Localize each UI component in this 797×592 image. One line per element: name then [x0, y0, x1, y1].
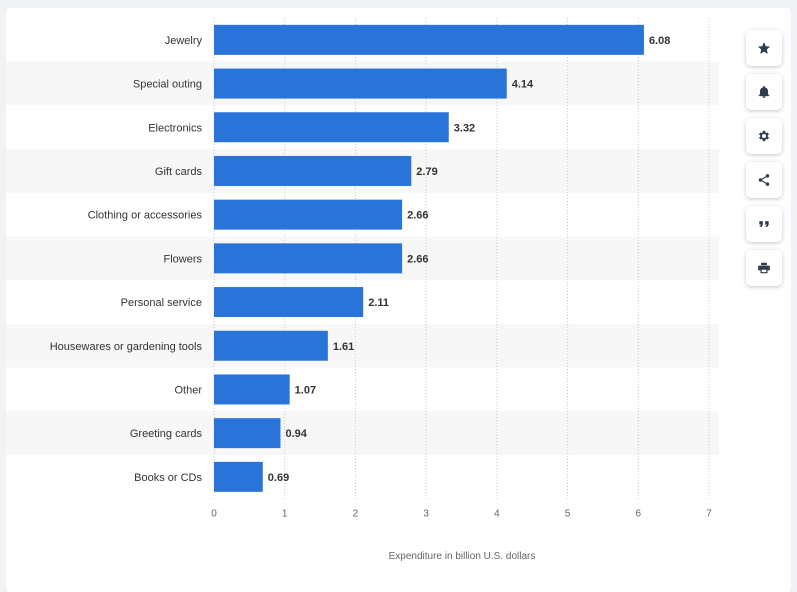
- value-label: 2.66: [407, 253, 428, 265]
- category-label: Personal service: [121, 297, 202, 309]
- value-label: 1.61: [333, 341, 354, 353]
- share-icon: [758, 174, 770, 186]
- value-label: 1.07: [295, 384, 316, 396]
- x-tick-label: 7: [706, 509, 712, 520]
- cite-button[interactable]: [746, 206, 782, 242]
- bar[interactable]: [214, 24, 644, 55]
- bar[interactable]: [214, 68, 507, 99]
- x-tick-label: 5: [565, 509, 571, 520]
- category-label: Electronics: [148, 122, 202, 134]
- category-label: Clothing or accessories: [88, 210, 203, 222]
- bar[interactable]: [214, 243, 403, 274]
- x-tick-label: 4: [494, 509, 500, 520]
- value-label: 2.11: [368, 297, 389, 309]
- favorite-button[interactable]: [746, 30, 782, 66]
- share-button[interactable]: [746, 162, 782, 198]
- bar[interactable]: [214, 461, 263, 492]
- row-band: [6, 323, 719, 368]
- bar[interactable]: [214, 374, 290, 405]
- print-button[interactable]: [746, 250, 782, 286]
- bar[interactable]: [214, 287, 364, 318]
- x-tick-label: 1: [282, 509, 288, 520]
- x-tick-label: 2: [353, 509, 359, 520]
- x-tick-label: 6: [636, 509, 642, 520]
- quote-icon: [759, 221, 769, 227]
- category-label: Special outing: [133, 79, 202, 91]
- category-label: Jewelry: [165, 35, 203, 47]
- bar-chart: Jewelry Special outing Electronics Gift car…: [6, 18, 719, 562]
- chart-toolbar: [746, 30, 782, 286]
- x-tick-label: 3: [423, 509, 429, 520]
- x-axis-label: Expenditure in billion U.S. dollars: [389, 551, 536, 562]
- gear-icon: [758, 130, 770, 142]
- category-labels: Jewelry Special outing Electronics Gift car…: [50, 35, 203, 484]
- x-tick-labels: 0 1 2 3 4 5 6 7: [211, 509, 712, 520]
- settings-button[interactable]: [746, 118, 782, 154]
- value-label: 6.08: [649, 35, 670, 47]
- category-label: Flowers: [163, 253, 202, 265]
- print-icon: [758, 262, 770, 274]
- value-label: 2.66: [407, 210, 428, 222]
- category-label: Other: [174, 384, 202, 396]
- value-label: 0.94: [285, 428, 307, 440]
- value-label: 3.32: [454, 122, 475, 134]
- category-label: Greeting cards: [130, 428, 203, 440]
- category-label: Gift cards: [155, 166, 203, 178]
- x-tick-label: 0: [211, 509, 217, 520]
- category-label: Housewares or gardening tools: [50, 341, 203, 353]
- bar[interactable]: [214, 155, 412, 186]
- notification-button[interactable]: [746, 74, 782, 110]
- star-icon: [757, 42, 771, 54]
- value-labels: 6.08 4.14 3.32 2.79 2.66 2.66 2.11 1.61 1.07 0.94…: [268, 35, 671, 484]
- bars: [214, 24, 644, 492]
- category-label: Books or CDs: [134, 472, 202, 484]
- chart-card: Jewelry Special outing Electronics Gift car…: [6, 8, 791, 592]
- bar[interactable]: [214, 330, 328, 361]
- bar[interactable]: [214, 418, 281, 449]
- value-label: 4.14: [512, 79, 534, 91]
- bell-icon: [758, 85, 770, 98]
- row-band: [6, 411, 719, 455]
- bar[interactable]: [214, 112, 449, 143]
- bar[interactable]: [214, 199, 403, 230]
- value-label: 2.79: [416, 166, 437, 178]
- value-label: 0.69: [268, 472, 289, 484]
